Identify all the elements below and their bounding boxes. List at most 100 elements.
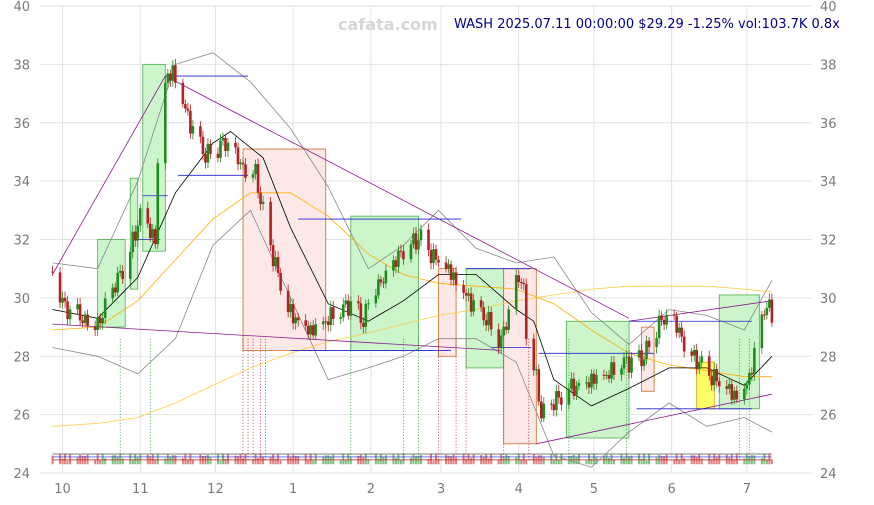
signal-lines: [119, 338, 750, 462]
candle-body: [507, 309, 511, 330]
candle-body: [452, 272, 455, 280]
candle-body: [93, 326, 97, 330]
candle-body: [482, 307, 485, 321]
volume-bar: [695, 456, 698, 465]
volume-bar: [199, 454, 202, 465]
x-tick-label: 7: [743, 482, 751, 497]
candle-body: [612, 362, 616, 375]
candle-body: [269, 201, 272, 246]
volume-bar: [164, 458, 167, 465]
y-tick-label-left: 40: [13, 0, 30, 15]
candle-body: [595, 374, 598, 384]
y-tick-label-left: 28: [13, 350, 30, 365]
candle-body: [630, 357, 633, 373]
volume-bar: [156, 453, 159, 465]
volume-bar: [344, 459, 347, 465]
x-tick-label: 5: [590, 482, 598, 497]
volume-bar: [252, 459, 255, 465]
candle-body: [672, 314, 676, 316]
watermark: cafata.com: [338, 15, 438, 34]
volume-bar: [397, 453, 400, 465]
candle-body: [151, 229, 155, 239]
band-lower: [52, 209, 773, 468]
volume-bar: [274, 458, 277, 465]
volume-bar: [101, 453, 104, 465]
volume-bar: [612, 459, 615, 465]
candle-body: [412, 233, 415, 245]
candle-body: [610, 362, 613, 379]
volume-bar: [216, 453, 219, 465]
volume-bar: [186, 460, 189, 465]
candle-body: [384, 270, 388, 284]
candle-body: [362, 322, 365, 327]
volume-bar: [191, 459, 194, 465]
candle-body: [174, 65, 177, 83]
volume-bar: [272, 454, 275, 465]
x-tick-label: 10: [54, 482, 71, 497]
volume-bar: [472, 454, 475, 465]
trend-lines: [52, 75, 772, 445]
y-tick-label-left: 32: [13, 234, 30, 249]
candle-body: [479, 300, 483, 308]
candle-body: [690, 351, 693, 356]
candle-body: [341, 304, 345, 318]
candle-body: [627, 356, 631, 373]
sma-mid: [52, 192, 772, 378]
volume-bar: [86, 454, 89, 465]
candle-body: [189, 110, 192, 134]
x-tick-label: 11: [132, 482, 149, 497]
candle-body: [191, 126, 195, 134]
volume-bar: [149, 457, 152, 465]
candle-body: [640, 350, 643, 367]
candle-body: [710, 375, 714, 386]
volume-bar: [96, 453, 99, 465]
volume-bar: [648, 453, 651, 465]
candle-body: [346, 300, 350, 316]
x-tick-label: 3: [437, 482, 445, 497]
volume-bar: [770, 459, 773, 465]
volume-bar: [76, 457, 79, 465]
volume-bar: [587, 453, 590, 465]
volume-bar: [219, 460, 222, 465]
candle-body: [454, 272, 458, 285]
volume-bar: [116, 456, 119, 465]
candle-body: [171, 65, 175, 81]
candle-body: [662, 319, 666, 325]
x-axis: 10 11 12 1 2 3 4 5 6 7: [54, 482, 751, 497]
y-tick-label-right: 24: [820, 467, 837, 482]
candle-body: [306, 325, 310, 335]
y-tick-label-left: 38: [13, 58, 30, 73]
volume-bar: [560, 453, 563, 465]
volume-bar: [409, 457, 412, 465]
candle-body: [707, 356, 711, 376]
volume-bar: [309, 453, 312, 465]
candle-body: [489, 311, 493, 330]
y-tick-label-right: 26: [820, 409, 837, 424]
candle-body: [434, 249, 438, 260]
volume-bar: [517, 453, 520, 465]
trend-line: [52, 75, 166, 275]
candle-body: [148, 223, 152, 239]
candle-body: [700, 356, 704, 363]
candle-body: [712, 369, 716, 386]
candle-body: [216, 153, 220, 158]
volume-bar: [452, 454, 455, 465]
candle-body: [256, 164, 260, 193]
candle-body: [349, 301, 353, 316]
moving-averages: [52, 131, 773, 427]
volume-bar: [181, 458, 184, 465]
candle-body: [727, 384, 731, 389]
candle-body: [199, 126, 202, 137]
candle-body: [76, 304, 79, 310]
volume-bar: [382, 456, 385, 465]
candle-body: [96, 317, 99, 330]
candle-body: [517, 275, 521, 283]
volume-bar: [485, 454, 488, 465]
volume-bar: [131, 459, 134, 465]
candle-body: [234, 142, 237, 148]
candle-body: [514, 275, 518, 310]
candle-body: [156, 163, 160, 245]
trend-line: [628, 300, 772, 322]
volume-bar: [277, 453, 280, 465]
volume-bar: [542, 456, 545, 465]
